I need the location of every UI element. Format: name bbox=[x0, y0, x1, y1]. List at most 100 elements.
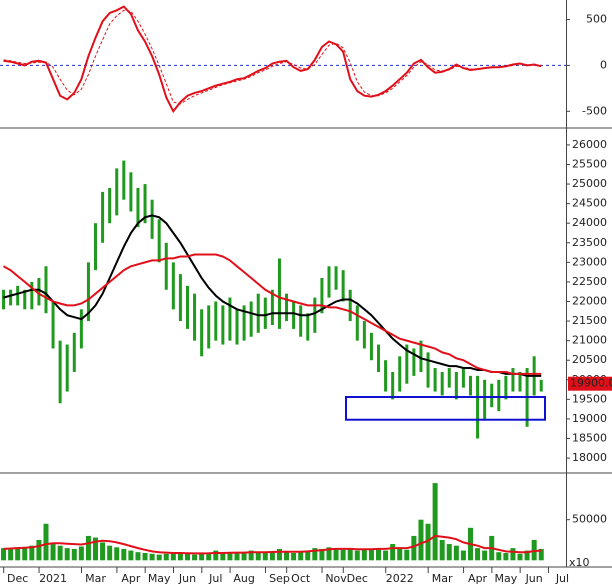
price-bar bbox=[440, 371, 444, 396]
price-bar bbox=[44, 266, 48, 314]
price-bar bbox=[334, 266, 338, 290]
volume-bar bbox=[15, 547, 21, 561]
series-line bbox=[3, 5, 542, 114]
x-tick-label: Aug bbox=[233, 572, 254, 585]
price-bar bbox=[94, 223, 98, 271]
price-bar bbox=[72, 332, 76, 372]
price-bar bbox=[355, 305, 359, 341]
price-bar bbox=[263, 297, 267, 329]
price-bar bbox=[23, 289, 27, 310]
x-tick-label: Apr bbox=[468, 572, 488, 585]
price-bar bbox=[150, 199, 154, 239]
y-tick-label: 22500 bbox=[572, 275, 607, 288]
price-bar bbox=[518, 371, 522, 392]
x-tick-label: Dec bbox=[347, 572, 368, 585]
volume-bar bbox=[1, 548, 7, 561]
volume-bar bbox=[142, 553, 148, 561]
y-tick-label: -500 bbox=[582, 104, 607, 117]
x-tick-label: Sep bbox=[269, 572, 290, 585]
price-bar bbox=[313, 297, 317, 333]
price-bar bbox=[108, 187, 112, 224]
price-bar bbox=[391, 371, 395, 400]
volume-bar bbox=[107, 545, 113, 561]
price-bar bbox=[242, 305, 246, 341]
price-bar bbox=[2, 289, 6, 310]
volume-bar bbox=[22, 548, 28, 561]
y-tick-label: 500 bbox=[586, 12, 607, 25]
volume-bar bbox=[453, 545, 459, 561]
price-bar bbox=[497, 379, 501, 412]
volume-bar bbox=[425, 523, 431, 561]
x-tick-label: May bbox=[494, 572, 517, 585]
volume-bar bbox=[213, 550, 219, 561]
volume-bar bbox=[347, 548, 353, 561]
price-bar bbox=[412, 348, 416, 376]
x-tick-label: Jun bbox=[525, 572, 543, 585]
price-bar bbox=[369, 332, 373, 361]
price-bar bbox=[461, 368, 465, 388]
volume-bar bbox=[78, 546, 84, 561]
price-bar bbox=[256, 293, 260, 333]
price-bar bbox=[285, 293, 289, 322]
volume-bar bbox=[184, 553, 190, 561]
y-tick-label: 22000 bbox=[572, 294, 607, 307]
price-bar bbox=[79, 309, 83, 349]
price-bar bbox=[320, 278, 324, 314]
price-bar bbox=[327, 266, 331, 298]
volume-bar bbox=[43, 523, 49, 561]
volume-bar bbox=[114, 547, 120, 561]
volume-bar bbox=[241, 553, 247, 561]
price-bar bbox=[348, 289, 352, 322]
volume-bar bbox=[121, 548, 127, 561]
y-tick-label: 0 bbox=[600, 58, 607, 71]
y-tick-label: 26000 bbox=[572, 138, 607, 151]
volume-bar bbox=[312, 548, 318, 561]
y-tick-label: 24500 bbox=[572, 197, 607, 210]
price-bar bbox=[185, 285, 189, 329]
volume-bar bbox=[206, 553, 212, 561]
price-bar bbox=[235, 309, 239, 345]
x-tick-label: Oct bbox=[291, 572, 311, 585]
volume-bar bbox=[368, 548, 374, 561]
volume-bar bbox=[439, 540, 445, 561]
y-tick-label: 20500 bbox=[572, 353, 607, 366]
series-line bbox=[3, 534, 542, 555]
price-bar bbox=[454, 371, 458, 400]
price-bar bbox=[65, 344, 69, 392]
volume-bar bbox=[361, 549, 367, 561]
x-tick-label: Dec bbox=[7, 572, 28, 585]
x-tick-label: 2021 bbox=[39, 572, 67, 585]
volume-bar bbox=[284, 552, 290, 561]
y-tick-label: 18500 bbox=[572, 432, 607, 445]
volume-bar bbox=[333, 548, 339, 561]
volume-bar bbox=[510, 548, 516, 561]
volume-bar bbox=[29, 545, 35, 561]
volume-bar bbox=[326, 547, 332, 561]
price-bar bbox=[51, 301, 55, 349]
volume-bar bbox=[170, 552, 176, 561]
volume-bar bbox=[503, 553, 509, 561]
price-bar bbox=[490, 383, 494, 408]
price-bar bbox=[58, 340, 62, 404]
price-bar bbox=[164, 242, 168, 290]
price-bar bbox=[299, 305, 303, 337]
price-bar bbox=[16, 285, 20, 306]
y-tick-label: 21000 bbox=[572, 334, 607, 347]
volume-bar bbox=[276, 548, 282, 561]
volume-bar bbox=[475, 548, 481, 561]
price-bar bbox=[405, 344, 409, 384]
x-tick-label: May bbox=[148, 572, 171, 585]
volume-bar bbox=[340, 549, 346, 561]
price-bar bbox=[171, 262, 175, 310]
price-bar bbox=[249, 301, 253, 337]
volume-bar bbox=[524, 550, 530, 561]
volume-bar bbox=[248, 550, 254, 561]
price-bar bbox=[37, 278, 41, 306]
volume-bar bbox=[397, 548, 403, 561]
volume-bar bbox=[482, 550, 488, 561]
volume-bar bbox=[50, 544, 56, 561]
y-tick-label: 23000 bbox=[572, 255, 607, 268]
price-bar bbox=[178, 274, 182, 322]
volume-bar bbox=[291, 553, 297, 561]
